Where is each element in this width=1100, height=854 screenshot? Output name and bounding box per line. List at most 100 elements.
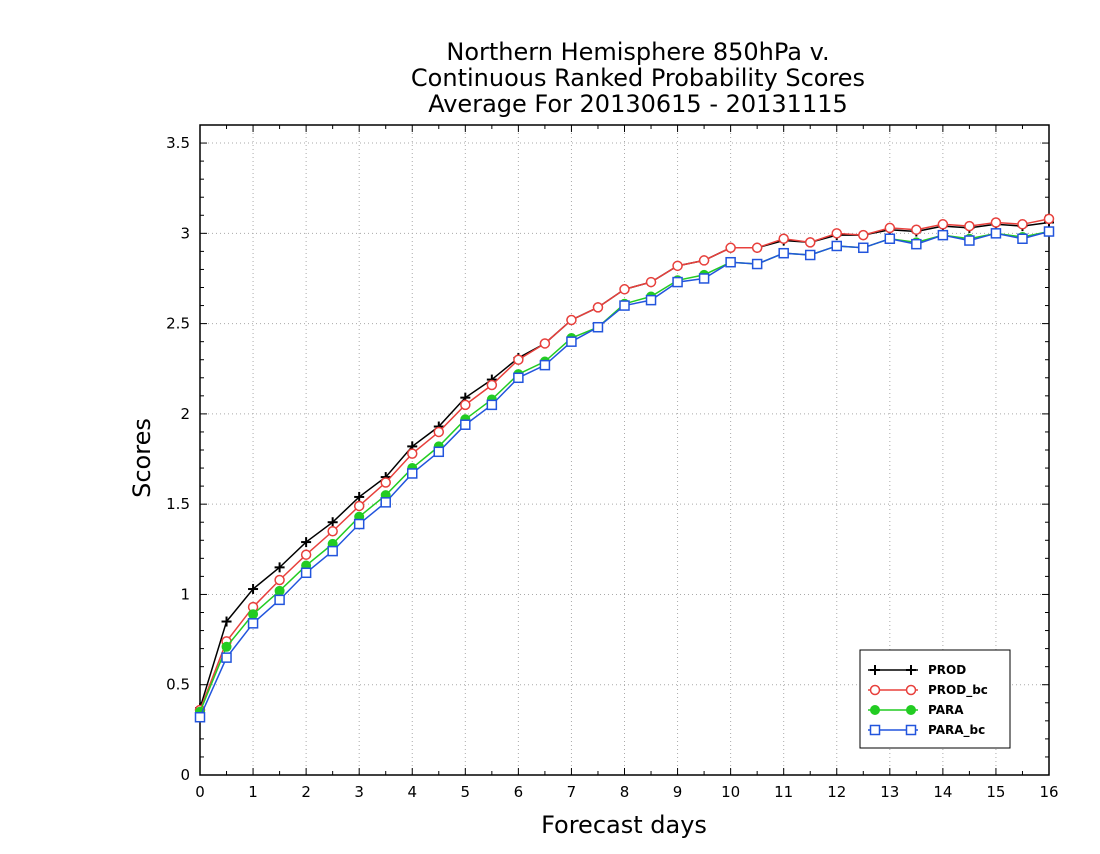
data-point-para-bc — [592, 321, 604, 333]
x-tick-label: 16 — [1039, 783, 1058, 801]
data-point-para-bc — [831, 240, 842, 252]
data-point-prod-bc — [751, 242, 763, 254]
data-point-para-bc — [194, 711, 206, 723]
data-point-para-bc — [513, 372, 524, 384]
data-point-prod-bc — [725, 242, 736, 254]
y-tick-label: 2.5 — [166, 315, 190, 333]
data-point-para-bc — [353, 518, 365, 530]
data-point-para-bc — [725, 256, 736, 268]
x-tick-label: 5 — [461, 783, 471, 801]
chart-title-line: Continuous Ranked Probability Scores — [411, 64, 865, 92]
x-tick-label: 11 — [774, 783, 793, 801]
data-point-para-bc — [460, 419, 471, 430]
data-point-para-bc — [804, 249, 816, 261]
data-point-para-bc — [380, 497, 391, 508]
x-tick-label: 4 — [407, 783, 417, 801]
data-point-prod-bc — [990, 217, 1002, 228]
y-tick-label: 0 — [180, 766, 190, 784]
data-point-para-bc — [884, 233, 896, 244]
x-tick-label: 2 — [301, 783, 311, 801]
legend-marker-para-bc — [905, 724, 917, 736]
data-point-prod-bc — [353, 500, 365, 512]
data-point-prod-bc — [645, 276, 657, 288]
legend-label-prod-bc: PROD_bc — [928, 683, 988, 698]
data-point-prod-bc — [1043, 213, 1055, 225]
x-axis-label: Forecast days — [541, 811, 707, 839]
data-point-para — [221, 641, 232, 652]
grid — [200, 125, 1049, 775]
data-point-prod — [248, 584, 259, 595]
data-point-para-bc — [672, 276, 683, 288]
data-point-para-bc — [566, 336, 577, 347]
data-point-prod-bc — [911, 224, 922, 235]
x-tick-label: 9 — [673, 783, 683, 801]
data-point-prod-bc — [486, 379, 498, 391]
chart-title-line: Northern Hemisphere 850hPa v. — [446, 38, 829, 66]
data-point-prod-bc — [300, 549, 312, 560]
data-point-prod-bc — [937, 219, 949, 230]
data-point-prod-bc — [566, 314, 577, 326]
legend-label-para-bc: PARA_bc — [928, 723, 985, 738]
data-point-para-bc — [1017, 233, 1028, 244]
x-tick-label: 14 — [933, 783, 952, 801]
data-point-para-bc — [990, 228, 1002, 239]
data-point-prod — [354, 491, 365, 502]
data-point-para-bc — [698, 273, 710, 284]
x-tick-label: 12 — [827, 783, 846, 801]
data-point-prod — [274, 562, 285, 573]
x-tick-label: 0 — [195, 783, 205, 801]
data-point-para-bc — [645, 294, 657, 306]
data-point-para-bc — [433, 446, 445, 458]
legend-marker-para-bc — [869, 724, 881, 736]
legend-marker-prod-bc — [905, 684, 917, 696]
data-point-para-bc — [407, 468, 418, 479]
data-point-prod-bc — [433, 426, 445, 438]
data-point-para-bc — [300, 567, 312, 579]
x-tick-label: 13 — [880, 783, 899, 801]
y-tick-label: 2 — [180, 405, 190, 423]
legend-marker-prod — [870, 665, 880, 675]
data-point-para-bc — [619, 300, 630, 311]
data-point-prod-bc — [460, 399, 471, 411]
x-tick-label: 1 — [248, 783, 258, 801]
data-point-prod — [327, 517, 338, 528]
legend-marker-para — [870, 705, 880, 715]
y-tick-label: 3 — [180, 224, 190, 242]
data-point-prod-bc — [778, 233, 789, 244]
data-point-para — [274, 585, 285, 596]
data-point-prod-bc — [964, 220, 975, 232]
data-point-prod-bc — [858, 229, 869, 241]
x-tick-label: 8 — [620, 783, 630, 801]
data-point-prod-bc — [513, 354, 524, 365]
data-point-prod-bc — [327, 526, 338, 537]
data-point-prod — [301, 537, 312, 548]
x-tick-label: 7 — [567, 783, 577, 801]
data-point-para-bc — [327, 545, 338, 557]
legend: PROD PROD_bc PARA PARA_bc — [859, 649, 1011, 749]
data-point-prod-bc — [831, 228, 842, 239]
legend-marker-para — [906, 705, 916, 715]
data-point-prod-bc — [619, 284, 630, 295]
y-axis-label: Scores — [128, 418, 156, 498]
y-tick-label: 1 — [180, 585, 190, 603]
data-point-para-bc — [778, 247, 789, 259]
data-point-prod-bc — [592, 302, 604, 313]
legend-box — [859, 649, 1011, 749]
data-point-prod-bc — [884, 222, 896, 234]
legend-marker-prod-bc — [869, 684, 881, 696]
data-point-prod-bc — [804, 237, 816, 248]
data-point-prod-bc — [274, 574, 285, 586]
data-point-para — [248, 609, 259, 620]
x-tick-label: 6 — [514, 783, 524, 801]
x-tick-label: 15 — [986, 783, 1005, 801]
data-point-para-bc — [274, 594, 285, 606]
legend-label-para: PARA — [928, 703, 964, 717]
x-tick-label: 10 — [721, 783, 740, 801]
y-tick-label: 1.5 — [166, 495, 190, 513]
data-point-prod-bc — [1017, 219, 1028, 230]
series-para-bc — [194, 226, 1055, 723]
legend-marker-prod — [906, 665, 916, 675]
data-point-prod-bc — [407, 448, 418, 459]
